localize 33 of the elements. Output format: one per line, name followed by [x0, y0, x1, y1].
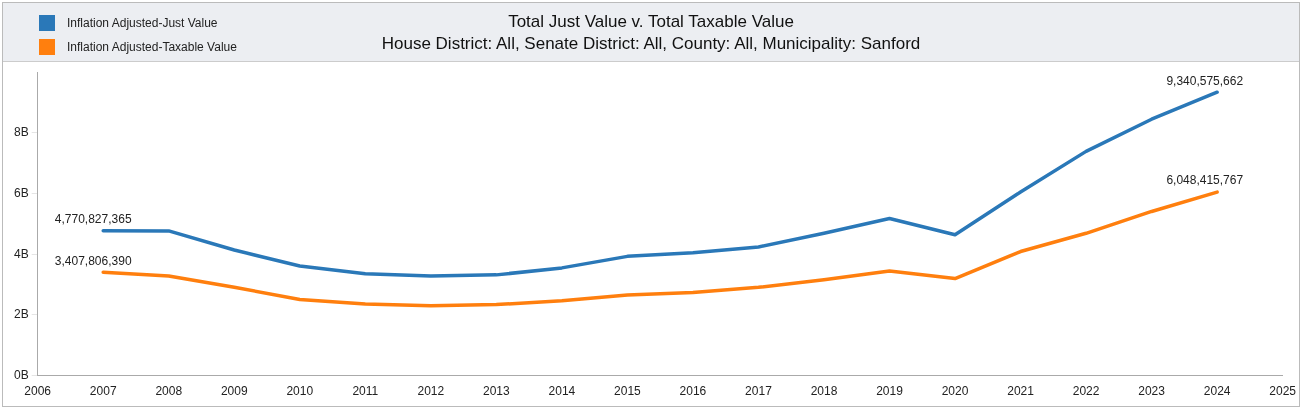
x-tick-label: 2025 — [1269, 384, 1297, 399]
data-label: 6,048,415,767 — [1166, 173, 1244, 188]
y-tick-label: 0B — [13, 367, 29, 382]
x-tick-label: 2020 — [941, 384, 969, 399]
legend-label: Inflation Adjusted-Just Value — [67, 16, 218, 30]
x-tick-label: 2008 — [155, 384, 183, 399]
chart-title: Total Just Value v. Total Taxable Value — [507, 11, 795, 33]
x-tick-label: 2013 — [483, 384, 511, 399]
x-tick-label: 2019 — [876, 384, 904, 399]
data-label: 9,340,575,662 — [1166, 73, 1244, 88]
x-tick-label: 2006 — [24, 384, 52, 399]
y-tick-label: 8B — [13, 125, 29, 140]
x-tick-label: 2007 — [89, 384, 117, 399]
x-tick-label: 2018 — [810, 384, 838, 399]
x-tick-label: 2012 — [417, 384, 445, 399]
chart-subtitle: House District: All, Senate District: All, County: All, Municipality: Sanford — [380, 33, 922, 55]
x-tick-label: 2016 — [679, 384, 707, 399]
x-tick-label: 2015 — [614, 384, 642, 399]
x-tick-label: 2009 — [220, 384, 248, 399]
x-tick-label: 2017 — [745, 384, 773, 399]
x-tick-label: 2014 — [548, 384, 576, 399]
x-tick-label: 2021 — [1007, 384, 1035, 399]
x-tick-label: 2022 — [1072, 384, 1100, 399]
x-tick-label: 2010 — [286, 384, 314, 399]
x-tick-label: 2011 — [352, 384, 379, 399]
data-label: 3,407,806,390 — [54, 253, 132, 268]
x-tick-label: 2023 — [1138, 384, 1166, 399]
y-tick-label: 6B — [13, 185, 29, 200]
x-tick-label: 2024 — [1203, 384, 1231, 399]
legend-label: Inflation Adjusted-Taxable Value — [67, 40, 237, 54]
y-tick-label: 2B — [13, 307, 29, 322]
data-label: 4,770,827,365 — [54, 212, 132, 227]
y-tick-label: 4B — [13, 246, 29, 261]
